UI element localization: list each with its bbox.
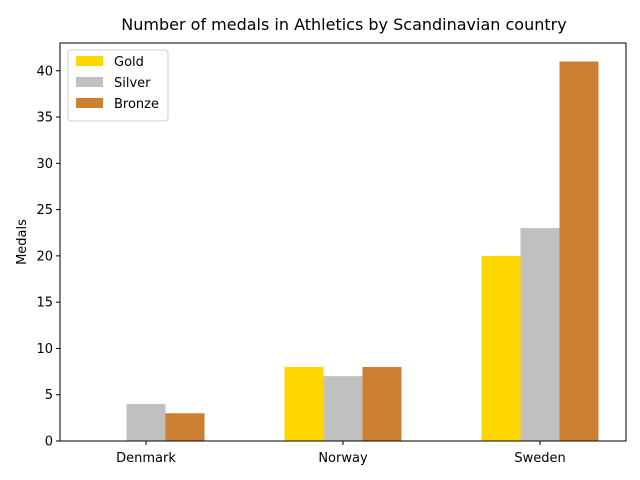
- y-tick-label: 40: [36, 64, 53, 79]
- bar-gold-sweden: [481, 255, 521, 441]
- plot-frame: [59, 42, 627, 442]
- y-tick-label: 10: [36, 342, 53, 357]
- legend-swatch-bronze: [76, 98, 103, 108]
- y-tick-label: 15: [36, 296, 53, 311]
- bars-group: [126, 61, 599, 441]
- bar-bronze-sweden: [559, 61, 599, 441]
- chart-title: Number of medals in Athletics by Scandin…: [121, 15, 566, 34]
- legend-label-bronze: Bronze: [114, 97, 159, 112]
- y-axis: 0 5 10 15 20 25 30 35 40: [36, 64, 60, 450]
- y-tick-label: 20: [36, 249, 53, 264]
- legend-label-silver: Silver: [114, 76, 151, 91]
- legend: Gold Silver Bronze: [67, 49, 169, 122]
- y-tick-label: 5: [45, 388, 53, 403]
- y-tick-label: 25: [36, 203, 53, 218]
- legend-swatch-silver: [76, 77, 103, 87]
- x-tick-label: Denmark: [116, 451, 176, 466]
- bar-bronze-denmark: [165, 413, 205, 441]
- legend-swatch-gold: [76, 56, 103, 66]
- legend-label-gold: Gold: [114, 55, 144, 70]
- bar-gold-norway: [284, 366, 324, 441]
- y-tick-label: 30: [36, 157, 53, 172]
- bar-silver-sweden: [520, 228, 560, 441]
- y-tick-label: 0: [45, 435, 53, 450]
- x-axis: Denmark Norway Sweden: [116, 441, 566, 466]
- y-axis-label: Medals: [15, 219, 30, 265]
- bar-silver-norway: [323, 376, 363, 441]
- x-tick-label: Norway: [318, 451, 368, 466]
- bar-bronze-norway: [362, 366, 402, 441]
- bar-silver-denmark: [126, 403, 166, 441]
- y-tick-label: 35: [36, 111, 53, 126]
- x-tick-label: Sweden: [514, 451, 565, 466]
